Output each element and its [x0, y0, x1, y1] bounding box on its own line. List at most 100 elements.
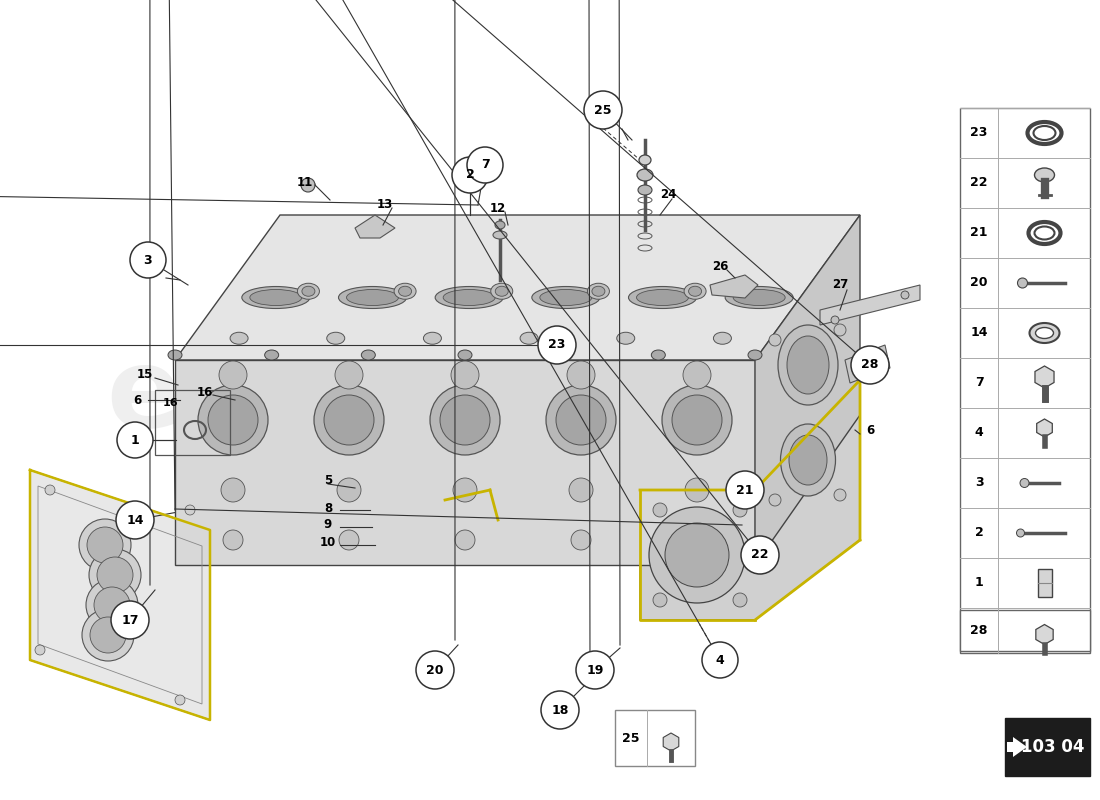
Polygon shape [355, 215, 395, 238]
Text: 3: 3 [144, 254, 152, 266]
Ellipse shape [748, 350, 762, 360]
Ellipse shape [520, 332, 538, 344]
Text: 22: 22 [970, 177, 988, 190]
Circle shape [741, 536, 779, 574]
Circle shape [45, 485, 55, 495]
Polygon shape [175, 360, 755, 565]
Ellipse shape [734, 290, 785, 306]
Ellipse shape [639, 155, 651, 165]
Circle shape [666, 523, 729, 587]
Text: 1: 1 [131, 434, 140, 446]
Ellipse shape [617, 332, 635, 344]
Circle shape [576, 651, 614, 689]
Text: 10: 10 [320, 537, 337, 550]
Circle shape [185, 505, 195, 515]
Circle shape [834, 489, 846, 501]
Circle shape [1020, 478, 1028, 487]
Ellipse shape [1035, 327, 1054, 338]
Ellipse shape [361, 350, 375, 360]
Ellipse shape [265, 350, 278, 360]
Ellipse shape [1030, 323, 1059, 343]
Text: 16: 16 [162, 398, 178, 408]
Text: 16: 16 [197, 386, 213, 399]
Text: 24: 24 [660, 189, 676, 202]
FancyBboxPatch shape [1005, 718, 1090, 776]
FancyBboxPatch shape [1037, 569, 1052, 597]
Ellipse shape [230, 332, 249, 344]
Ellipse shape [689, 286, 702, 296]
Ellipse shape [346, 290, 398, 306]
Ellipse shape [436, 286, 503, 309]
Circle shape [35, 645, 45, 655]
Circle shape [198, 385, 268, 455]
Ellipse shape [781, 424, 836, 496]
Circle shape [336, 361, 363, 389]
Circle shape [440, 395, 490, 445]
Text: 22: 22 [751, 549, 769, 562]
Text: 6: 6 [866, 423, 874, 437]
Ellipse shape [491, 283, 513, 299]
Text: 8: 8 [323, 502, 332, 514]
FancyBboxPatch shape [960, 610, 1090, 651]
Circle shape [339, 530, 359, 550]
Ellipse shape [1034, 126, 1056, 140]
Ellipse shape [714, 332, 732, 344]
Text: 103 04: 103 04 [1021, 738, 1085, 756]
Circle shape [468, 147, 503, 183]
Circle shape [726, 471, 764, 509]
Ellipse shape [495, 221, 505, 229]
Circle shape [453, 478, 477, 502]
Text: 2: 2 [975, 526, 983, 539]
Ellipse shape [778, 325, 838, 405]
Circle shape [830, 316, 839, 324]
Text: 2: 2 [465, 169, 474, 182]
Circle shape [769, 334, 781, 346]
Ellipse shape [540, 290, 592, 306]
Circle shape [541, 691, 579, 729]
Circle shape [569, 478, 593, 502]
Polygon shape [640, 380, 860, 620]
Circle shape [87, 527, 123, 563]
Circle shape [733, 593, 747, 607]
Text: 21: 21 [970, 226, 988, 239]
Ellipse shape [786, 336, 829, 394]
Circle shape [649, 507, 745, 603]
Ellipse shape [301, 286, 315, 296]
Circle shape [733, 503, 747, 517]
Ellipse shape [637, 290, 689, 306]
Circle shape [219, 361, 248, 389]
Circle shape [683, 361, 711, 389]
Ellipse shape [297, 283, 319, 299]
Circle shape [538, 326, 576, 364]
Ellipse shape [1034, 168, 1055, 182]
Circle shape [653, 503, 667, 517]
Text: 6: 6 [133, 394, 141, 406]
Circle shape [324, 395, 374, 445]
Circle shape [416, 651, 454, 689]
Text: 3: 3 [975, 477, 983, 490]
Ellipse shape [1034, 226, 1055, 239]
Circle shape [769, 494, 781, 506]
Circle shape [672, 395, 722, 445]
Circle shape [685, 478, 710, 502]
Text: 26: 26 [712, 261, 728, 274]
FancyBboxPatch shape [615, 710, 695, 766]
Text: 14: 14 [970, 326, 988, 339]
Circle shape [566, 361, 595, 389]
Circle shape [662, 385, 732, 455]
Ellipse shape [592, 286, 605, 296]
Text: 28: 28 [861, 358, 879, 371]
Text: 18: 18 [551, 703, 569, 717]
Text: 7: 7 [481, 158, 490, 171]
Text: 20: 20 [970, 277, 988, 290]
Ellipse shape [725, 286, 793, 309]
Circle shape [1016, 529, 1024, 537]
Circle shape [455, 530, 475, 550]
Text: 19: 19 [586, 663, 604, 677]
Ellipse shape [651, 350, 666, 360]
Polygon shape [755, 215, 860, 565]
Ellipse shape [168, 350, 182, 360]
Text: europåces: europåces [107, 330, 754, 450]
Ellipse shape [638, 185, 652, 195]
Circle shape [584, 91, 621, 129]
